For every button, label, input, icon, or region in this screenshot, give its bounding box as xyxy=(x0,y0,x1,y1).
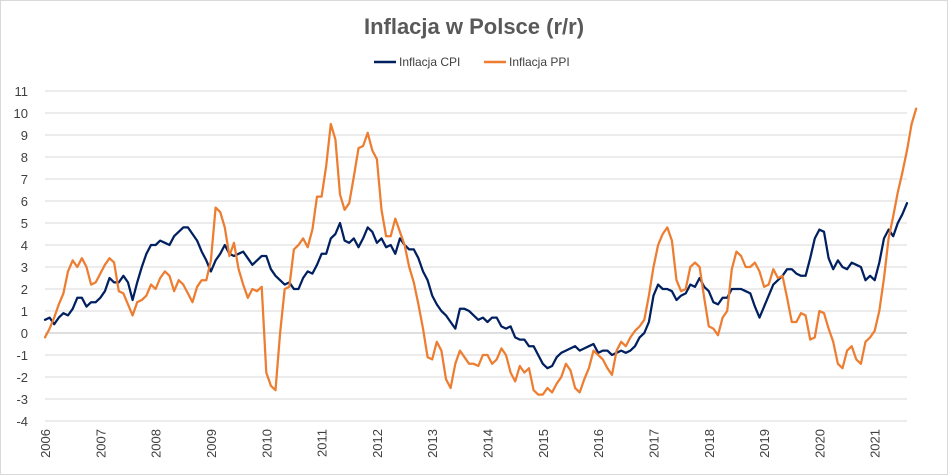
y-tick-label: 10 xyxy=(14,106,28,121)
y-tick-label: 8 xyxy=(21,150,28,165)
x-axis-labels: 2006 2007 2008 2009 2010 2011 2012 2013 2014 2015… xyxy=(38,429,883,458)
y-tick-label: 5 xyxy=(21,216,28,231)
x-tick-label: 2016 xyxy=(591,429,606,458)
x-tick-label: 2010 xyxy=(259,429,274,458)
y-tick-label: 9 xyxy=(21,128,28,143)
legend-label-cpi: Inflacja CPI xyxy=(399,55,460,69)
y-tick-label: 7 xyxy=(21,172,28,187)
x-tick-label: 2012 xyxy=(370,429,385,458)
series-line-cpi xyxy=(43,202,909,370)
legend: Inflacja CPI Inflacja PPI xyxy=(374,55,570,69)
legend-label-ppi: Inflacja PPI xyxy=(509,55,570,69)
x-tick-label: 2006 xyxy=(38,429,53,458)
x-tick-label: 2021 xyxy=(868,429,883,458)
y-tick-label: 3 xyxy=(21,260,28,275)
y-tick-label: 4 xyxy=(21,238,28,253)
y-tick-label: -1 xyxy=(16,348,28,363)
x-tick-label: 2009 xyxy=(204,429,219,458)
y-tick-label: -3 xyxy=(16,392,28,407)
x-tick-label: 2015 xyxy=(536,429,551,458)
y-axis-labels: -4 -3 -2 -1 0 1 2 3 4 5 6 7 8 9 10 11 xyxy=(14,84,28,429)
x-tick-label: 2008 xyxy=(149,429,164,458)
chart-title: Inflacja w Polsce (r/r) xyxy=(364,14,584,39)
x-tick-label: 2018 xyxy=(702,429,717,458)
gridlines xyxy=(45,90,907,422)
y-tick-label: 0 xyxy=(21,326,28,341)
y-tick-label: -4 xyxy=(16,414,28,429)
series-line-ppi xyxy=(43,107,918,396)
x-tick-label: 2020 xyxy=(812,429,827,458)
x-tick-label: 2014 xyxy=(481,429,496,458)
x-tick-label: 2013 xyxy=(425,429,440,458)
x-tick-label: 2019 xyxy=(757,429,772,458)
y-tick-label: 6 xyxy=(21,194,28,209)
x-tick-label: 2011 xyxy=(315,429,330,457)
y-tick-label: 2 xyxy=(21,282,28,297)
y-tick-label: 1 xyxy=(21,304,28,319)
x-tick-label: 2017 xyxy=(646,429,661,458)
y-tick-label: 11 xyxy=(15,84,29,99)
series-layer xyxy=(43,107,918,396)
y-tick-label: -2 xyxy=(16,370,28,385)
x-tick-label: 2007 xyxy=(93,429,108,458)
